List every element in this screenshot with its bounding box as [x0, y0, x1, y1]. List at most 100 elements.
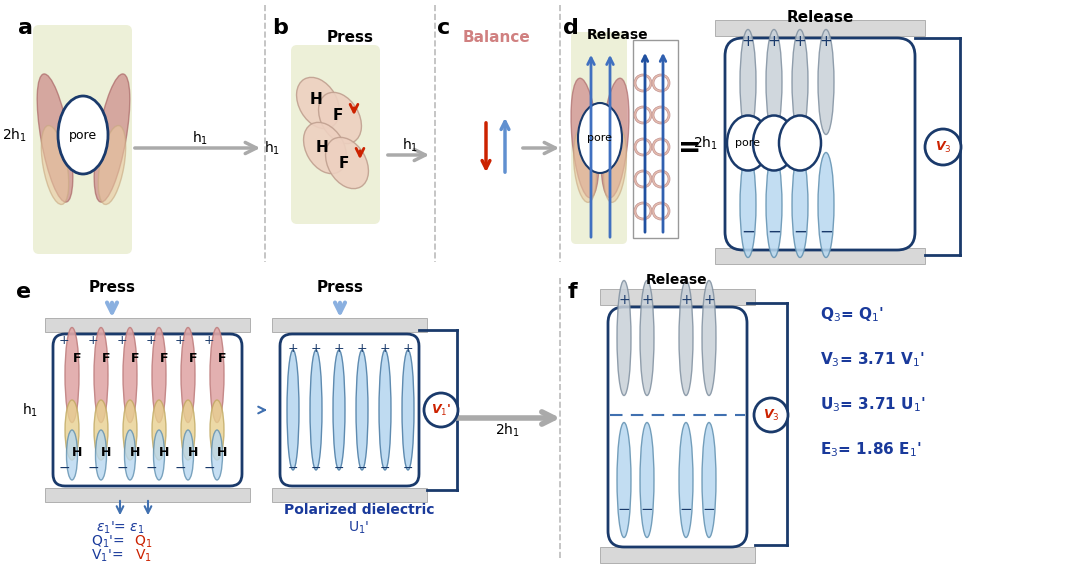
- Ellipse shape: [702, 280, 716, 395]
- Text: −: −: [356, 461, 367, 474]
- Circle shape: [754, 398, 788, 432]
- Text: −: −: [793, 223, 807, 241]
- Circle shape: [652, 202, 670, 220]
- FancyBboxPatch shape: [571, 32, 627, 244]
- Text: pore: pore: [735, 138, 760, 148]
- Ellipse shape: [766, 29, 782, 134]
- Text: +: +: [175, 333, 186, 346]
- Bar: [715, 248, 924, 264]
- Text: +: +: [311, 341, 322, 355]
- Ellipse shape: [67, 430, 78, 480]
- Text: F: F: [131, 351, 139, 364]
- Bar: [600, 289, 755, 305]
- Ellipse shape: [617, 280, 631, 395]
- Text: pore: pore: [588, 133, 612, 143]
- Text: H: H: [130, 447, 140, 460]
- Text: Q$_1$: Q$_1$: [134, 534, 152, 550]
- Ellipse shape: [740, 29, 756, 134]
- Text: +: +: [794, 34, 807, 50]
- Bar: [272, 488, 427, 502]
- Ellipse shape: [181, 328, 195, 422]
- Text: −: −: [117, 461, 127, 475]
- Ellipse shape: [287, 350, 299, 470]
- Text: +: +: [204, 333, 214, 346]
- Text: Press: Press: [316, 280, 364, 296]
- Circle shape: [636, 76, 650, 90]
- FancyBboxPatch shape: [291, 45, 380, 224]
- Ellipse shape: [702, 422, 716, 537]
- Text: Q$_3$= Q$_1$': Q$_3$= Q$_1$': [820, 306, 885, 324]
- Circle shape: [424, 393, 458, 427]
- Text: d: d: [563, 18, 579, 38]
- Text: −: −: [203, 461, 215, 475]
- Circle shape: [634, 170, 652, 188]
- Text: H: H: [188, 447, 199, 460]
- Text: +: +: [618, 293, 630, 307]
- Text: H: H: [217, 447, 227, 460]
- Ellipse shape: [604, 127, 626, 202]
- Ellipse shape: [212, 430, 222, 480]
- Ellipse shape: [303, 122, 347, 174]
- Ellipse shape: [578, 103, 622, 173]
- Text: h$_1$: h$_1$: [264, 139, 280, 157]
- Ellipse shape: [153, 430, 164, 480]
- Ellipse shape: [123, 400, 137, 460]
- Ellipse shape: [297, 77, 339, 129]
- Circle shape: [654, 140, 669, 154]
- Text: +: +: [58, 333, 69, 346]
- Ellipse shape: [123, 328, 137, 422]
- Text: +: +: [768, 34, 781, 50]
- Text: −: −: [679, 503, 692, 518]
- Text: +: +: [680, 293, 692, 307]
- Ellipse shape: [152, 400, 166, 460]
- Ellipse shape: [402, 350, 414, 470]
- Circle shape: [654, 76, 669, 90]
- Ellipse shape: [310, 350, 322, 470]
- Text: $\varepsilon_1$'= $\varepsilon_1$: $\varepsilon_1$'= $\varepsilon_1$: [96, 520, 145, 536]
- Circle shape: [654, 172, 669, 186]
- Text: a: a: [18, 18, 33, 38]
- Ellipse shape: [679, 422, 693, 537]
- Circle shape: [636, 172, 650, 186]
- Text: F: F: [72, 351, 81, 364]
- Ellipse shape: [333, 350, 345, 470]
- Bar: [715, 20, 924, 36]
- Ellipse shape: [356, 350, 368, 470]
- FancyBboxPatch shape: [53, 334, 242, 486]
- Ellipse shape: [94, 328, 108, 422]
- Text: −: −: [311, 461, 321, 474]
- Ellipse shape: [818, 29, 834, 134]
- Text: −: −: [87, 461, 98, 475]
- Text: +: +: [356, 341, 367, 355]
- FancyBboxPatch shape: [608, 307, 747, 547]
- Bar: [600, 547, 755, 563]
- Ellipse shape: [617, 422, 631, 537]
- Text: +: +: [742, 34, 754, 50]
- FancyBboxPatch shape: [280, 334, 419, 486]
- Text: −: −: [287, 461, 298, 474]
- Circle shape: [654, 108, 669, 122]
- FancyBboxPatch shape: [33, 25, 132, 254]
- Bar: [272, 318, 427, 332]
- Text: +: +: [287, 341, 298, 355]
- Text: −: −: [767, 223, 781, 241]
- Text: U$_1$': U$_1$': [349, 520, 369, 536]
- Ellipse shape: [58, 96, 108, 174]
- Text: −: −: [703, 503, 715, 518]
- Text: b: b: [272, 18, 288, 38]
- Text: F: F: [189, 351, 198, 364]
- Text: c: c: [437, 18, 450, 38]
- Ellipse shape: [94, 400, 108, 460]
- Bar: [45, 488, 249, 502]
- Text: +: +: [642, 293, 652, 307]
- Ellipse shape: [640, 280, 654, 395]
- Bar: [45, 318, 249, 332]
- FancyBboxPatch shape: [725, 38, 915, 250]
- Ellipse shape: [37, 74, 72, 202]
- Ellipse shape: [58, 96, 108, 174]
- Text: V$_3$: V$_3$: [762, 407, 780, 422]
- Ellipse shape: [210, 400, 224, 460]
- Text: H: H: [315, 140, 328, 156]
- Ellipse shape: [679, 280, 693, 395]
- Text: h$_1$: h$_1$: [402, 136, 418, 154]
